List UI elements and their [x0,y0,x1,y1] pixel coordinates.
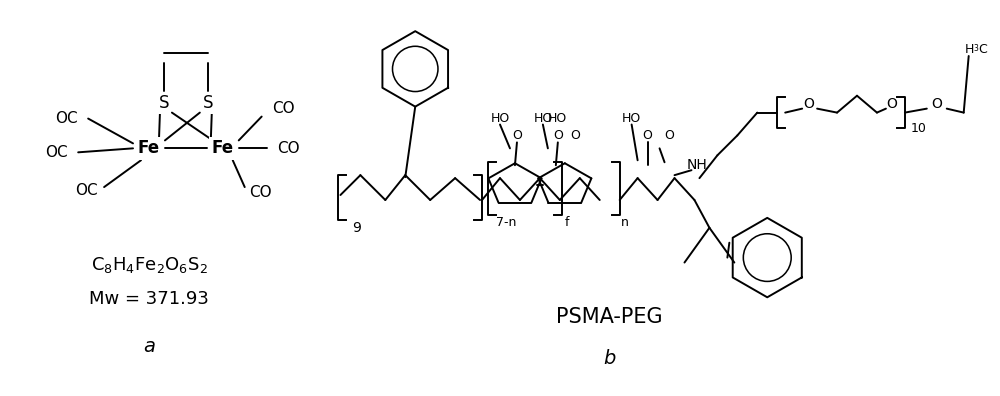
Text: O: O [804,97,815,110]
Text: O: O [570,129,580,142]
Text: HO: HO [622,112,641,125]
Text: NH: NH [687,158,708,172]
Text: O: O [665,129,674,142]
Text: OC: OC [75,183,97,198]
Text: HO: HO [533,112,553,125]
Text: S: S [203,94,213,112]
Text: $_3$: $_3$ [973,43,979,55]
Text: $\mathrm{C_8H_4Fe_2O_6S_2}$: $\mathrm{C_8H_4Fe_2O_6S_2}$ [91,255,207,274]
Text: O: O [931,97,942,110]
Text: CO: CO [249,185,272,200]
Text: S: S [159,94,169,112]
Text: O: O [643,129,653,142]
Text: a: a [143,337,155,356]
Text: OC: OC [55,111,78,126]
Text: 7-n: 7-n [496,216,516,229]
Text: 9: 9 [352,221,361,235]
Text: O: O [553,129,563,142]
Text: O: O [512,129,522,142]
Text: O: O [886,97,897,110]
Text: CO: CO [272,101,295,116]
Text: H: H [965,42,974,55]
Text: PSMA-PEG: PSMA-PEG [556,307,663,327]
Text: 10: 10 [911,122,927,135]
Text: Mw = 371.93: Mw = 371.93 [89,290,209,308]
Text: Fe: Fe [138,139,160,157]
Text: n: n [621,216,629,229]
Text: HO: HO [548,112,567,125]
Text: CO: CO [277,141,300,156]
Text: HO: HO [490,112,510,125]
Text: b: b [604,349,616,368]
Text: Fe: Fe [212,139,234,157]
Text: C: C [978,42,987,55]
Text: OC: OC [45,145,68,160]
Text: f: f [565,216,569,229]
